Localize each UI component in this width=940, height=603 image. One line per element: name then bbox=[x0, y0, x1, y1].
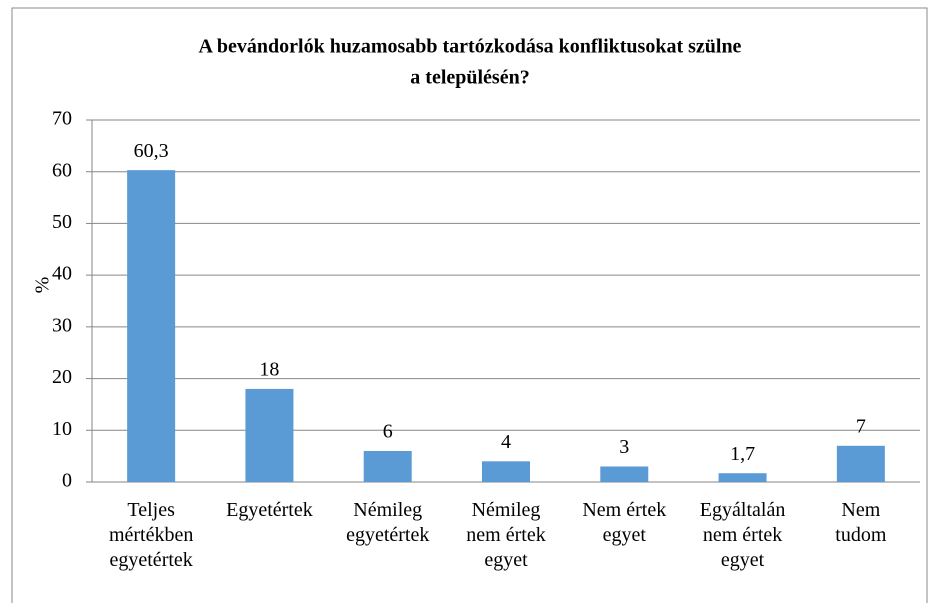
frame bbox=[11, 7, 928, 603]
x-tick-label: Némileg nem értek egyet bbox=[466, 499, 546, 571]
data-label: 1,7 bbox=[730, 443, 755, 465]
bar bbox=[127, 170, 176, 483]
x-tick-label: Nem tudom bbox=[835, 499, 887, 546]
bar bbox=[600, 466, 649, 482]
bar bbox=[363, 450, 412, 482]
data-label: 4 bbox=[501, 431, 511, 453]
bar bbox=[718, 473, 767, 482]
x-tick-label: Némileg egyetértek bbox=[346, 499, 430, 546]
x-tick-label: Teljes mértékben egyetértek bbox=[108, 499, 194, 571]
y-tick-label: 10 bbox=[52, 418, 72, 440]
y-tick-label: 40 bbox=[52, 263, 72, 285]
bar bbox=[836, 445, 885, 482]
x-tick-label: Egyáltalán nem értek egyet bbox=[699, 499, 786, 571]
x-tick-label: Nem értek egyet bbox=[582, 499, 667, 546]
chart-title: A bevándorlók huzamosabb tartózkodása ko… bbox=[199, 36, 742, 58]
y-tick-label: 0 bbox=[62, 470, 72, 492]
chart-title: a településén? bbox=[410, 67, 529, 89]
data-label: 7 bbox=[856, 415, 866, 437]
data-label: 6 bbox=[383, 421, 393, 443]
data-label: 3 bbox=[619, 436, 629, 458]
bar bbox=[482, 461, 530, 482]
y-tick-label: 20 bbox=[52, 366, 72, 388]
data-label: 60,3 bbox=[134, 140, 169, 162]
bar bbox=[245, 388, 294, 482]
y-tick-label: 50 bbox=[52, 211, 72, 233]
y-tick-label: 60 bbox=[52, 159, 72, 181]
y-axis-label: % bbox=[32, 277, 54, 294]
y-tick-label: 70 bbox=[52, 108, 72, 130]
x-tick-label: Egyetértek bbox=[226, 499, 313, 521]
y-tick-label: 30 bbox=[52, 314, 72, 336]
data-label: 18 bbox=[259, 359, 279, 381]
